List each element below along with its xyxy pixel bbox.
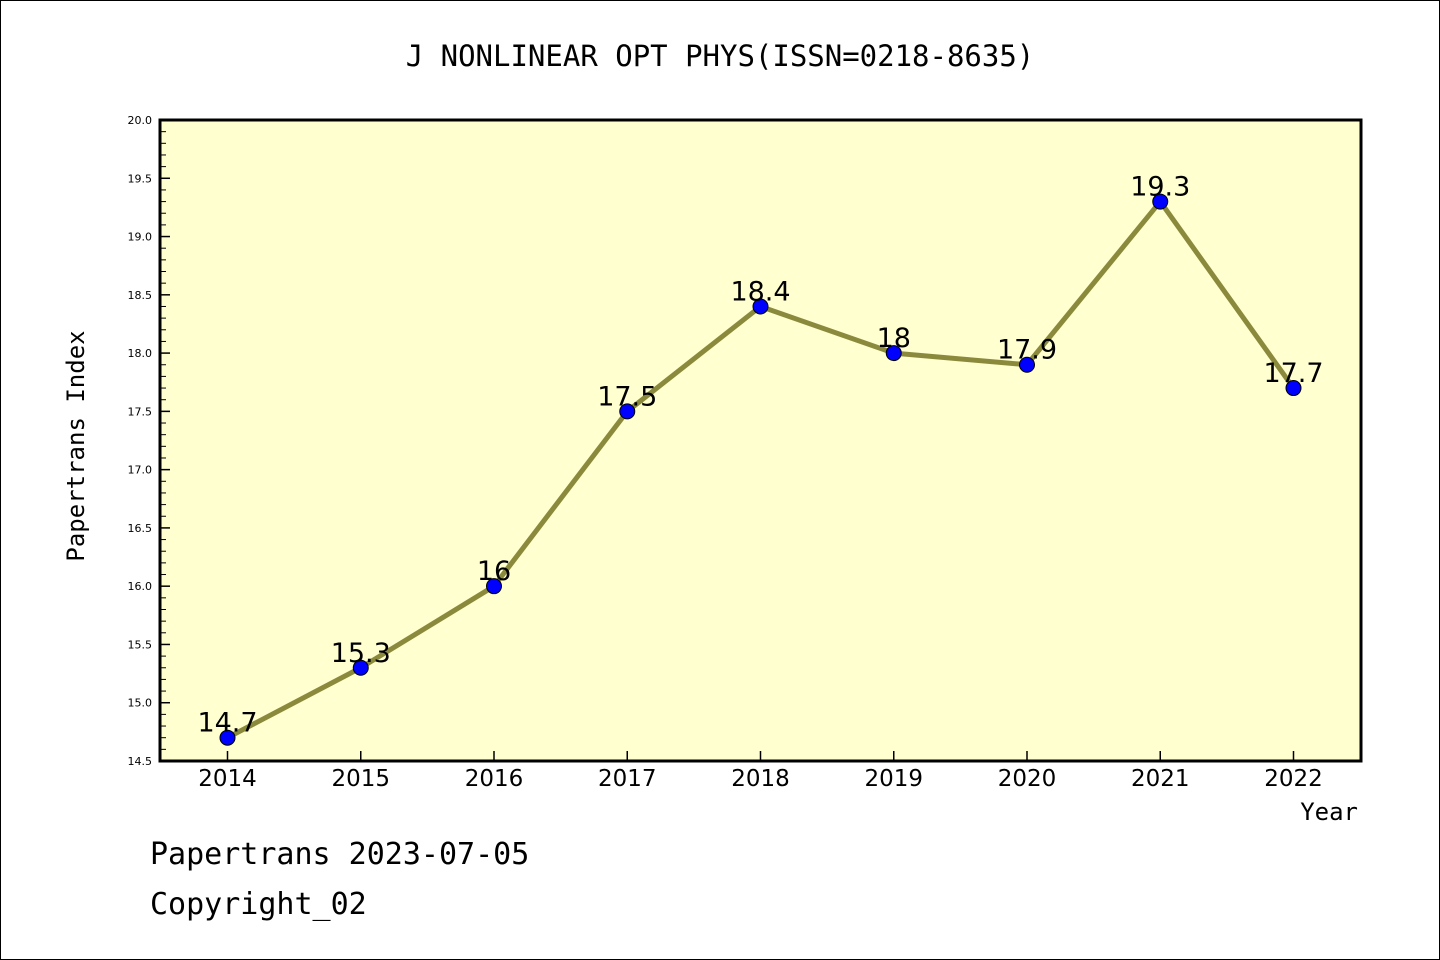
data-point bbox=[1285, 380, 1302, 397]
x-tick-label: 2022 bbox=[1264, 766, 1323, 792]
x-tick-label: 2017 bbox=[598, 766, 657, 792]
x-tick-label: 2015 bbox=[331, 766, 390, 792]
x-tick-label: 2016 bbox=[465, 766, 524, 792]
y-tick-label: 18.0 bbox=[128, 347, 153, 360]
data-label: 19.3 bbox=[1130, 172, 1190, 203]
y-tick-label: 15.5 bbox=[128, 638, 153, 651]
y-tick-label: 16.0 bbox=[128, 580, 153, 593]
data-point bbox=[1019, 356, 1035, 373]
data-point bbox=[752, 298, 769, 315]
y-tick-label: 19.0 bbox=[128, 231, 153, 244]
data-label: 17.7 bbox=[1263, 358, 1323, 389]
data-point bbox=[219, 729, 236, 746]
series-line-group: 14.7 15.3 16 17.5 18.4 18 17.9 19.3 17.7 bbox=[197, 172, 1324, 746]
data-label: 18 bbox=[877, 323, 911, 354]
y-axis-label: Papertrans Index bbox=[62, 330, 90, 561]
x-tick-label: 2021 bbox=[1131, 766, 1190, 792]
data-label: 15.3 bbox=[331, 638, 391, 669]
y-tick-label: 15.0 bbox=[128, 697, 153, 710]
data-label: 14.7 bbox=[197, 708, 257, 739]
x-tick-label: 2020 bbox=[998, 766, 1057, 792]
x-axis: 2014 2015 2016 2017 2018 2019 2020 2021 2022 bbox=[198, 751, 1323, 792]
data-label: 16 bbox=[477, 556, 511, 587]
y-tick-label: 20.0 bbox=[128, 114, 153, 127]
data-label: 17.5 bbox=[597, 381, 657, 412]
data-point bbox=[486, 578, 502, 595]
y-tick-label: 17.5 bbox=[128, 405, 153, 418]
y-tick-label: 18.5 bbox=[128, 289, 153, 302]
data-label: 18.4 bbox=[730, 276, 790, 307]
x-axis-label: Year bbox=[1300, 798, 1358, 826]
chart-title: J NONLINEAR OPT PHYS(ISSN=0218-8635) bbox=[406, 39, 1035, 73]
y-tick-label: 16.5 bbox=[128, 522, 153, 535]
data-point bbox=[885, 345, 902, 362]
data-label: 17.9 bbox=[997, 335, 1057, 366]
footer-copyright: Copyright_02 bbox=[150, 887, 367, 922]
plot-area bbox=[158, 118, 1363, 763]
data-point bbox=[352, 659, 369, 676]
x-tick-label: 2018 bbox=[731, 766, 790, 792]
y-tick-label: 14.5 bbox=[128, 755, 153, 768]
x-tick-label: 2019 bbox=[864, 766, 923, 792]
data-point bbox=[1152, 193, 1169, 210]
y-axis: 14.5 15.0 15.5 16.0 16.5 17.0 17.5 18.0 18.5 19.0… bbox=[128, 114, 170, 768]
footer-date: Papertrans 2023-07-05 bbox=[150, 837, 529, 872]
data-point bbox=[619, 403, 636, 420]
y-tick-label: 17.0 bbox=[128, 464, 153, 477]
y-tick-label: 19.5 bbox=[128, 172, 153, 185]
x-tick-label: 2014 bbox=[198, 766, 257, 792]
